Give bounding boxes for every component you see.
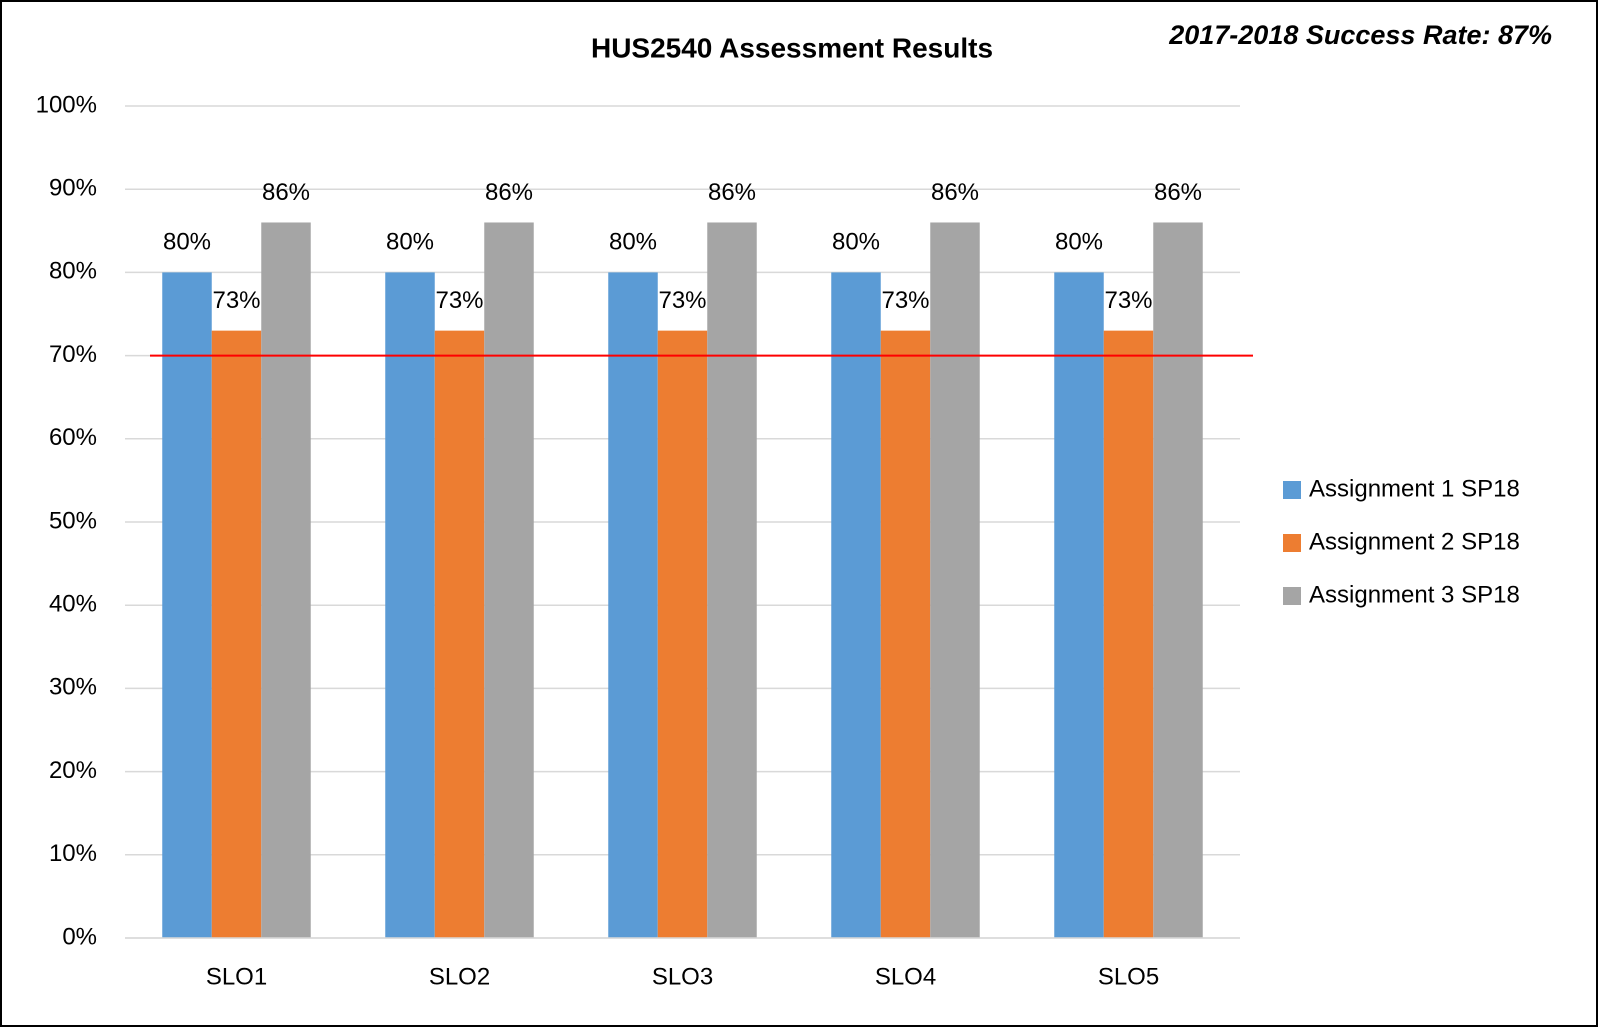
bar: [484, 222, 534, 939]
chart-title: HUS2540 Assessment Results: [591, 32, 993, 63]
bar: [434, 330, 485, 938]
value-label: 73%: [1104, 287, 1152, 314]
y-tick-label: 70%: [49, 341, 97, 368]
bar: [707, 222, 757, 939]
value-label: 86%: [485, 179, 533, 206]
y-tick-label: 10%: [49, 840, 97, 867]
legend-swatch: [1283, 534, 1301, 552]
legend-swatch: [1283, 587, 1301, 605]
value-label: 86%: [931, 179, 979, 206]
y-tick-label: 80%: [49, 258, 97, 285]
value-label: 86%: [1154, 179, 1202, 206]
value-label: 80%: [832, 229, 880, 256]
bar: [261, 222, 311, 939]
bar: [385, 272, 435, 938]
bar: [831, 272, 881, 938]
bar: [1153, 222, 1203, 939]
value-label: 73%: [658, 287, 706, 314]
y-tick-label: 0%: [62, 923, 97, 950]
x-tick-label: SLO1: [206, 963, 267, 990]
bar: [211, 330, 262, 938]
legend-label: Assignment 2 SP18: [1309, 528, 1520, 555]
bar: [1103, 330, 1154, 938]
value-label: 73%: [212, 287, 260, 314]
y-tick-label: 40%: [49, 591, 97, 618]
bar: [657, 330, 708, 938]
y-tick-label: 20%: [49, 757, 97, 784]
value-label: 86%: [262, 179, 310, 206]
value-label: 80%: [1055, 229, 1103, 256]
value-label: 73%: [881, 287, 929, 314]
y-tick-label: 50%: [49, 507, 97, 534]
x-tick-label: SLO2: [429, 963, 490, 990]
legend-swatch: [1283, 481, 1301, 499]
y-tick-label: 100%: [36, 91, 97, 118]
legend-label: Assignment 3 SP18: [1309, 581, 1520, 608]
bar: [608, 272, 658, 938]
y-tick-label: 30%: [49, 674, 97, 701]
annotation: 2017-2018 Success Rate: 87%: [1168, 20, 1552, 50]
y-tick-label: 60%: [49, 424, 97, 451]
legend-label: Assignment 1 SP18: [1309, 475, 1520, 502]
x-tick-label: SLO4: [875, 963, 936, 990]
value-label: 80%: [386, 229, 434, 256]
x-tick-label: SLO3: [652, 963, 713, 990]
value-label: 80%: [609, 229, 657, 256]
bar: [162, 272, 212, 938]
bar: [880, 330, 931, 938]
bar: [930, 222, 980, 939]
value-label: 73%: [435, 287, 483, 314]
x-tick-label: SLO5: [1098, 963, 1159, 990]
y-tick-label: 90%: [49, 175, 97, 202]
value-label: 80%: [163, 229, 211, 256]
bar: [1054, 272, 1104, 938]
value-label: 86%: [708, 179, 756, 206]
